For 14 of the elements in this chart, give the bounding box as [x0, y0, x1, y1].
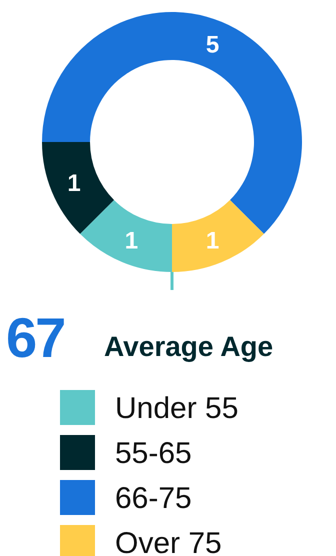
data-label: 1: [124, 228, 138, 255]
legend-label: 55-65: [115, 437, 192, 470]
text: Average Age: [104, 331, 274, 362]
legend-label: 66-75: [115, 482, 192, 515]
data-label: 1: [67, 170, 81, 198]
data-label: 5: [206, 32, 220, 59]
donut-slice: [42, 12, 302, 234]
legend-label: Over 75: [115, 527, 222, 556]
legend-label: Under 55: [115, 392, 238, 425]
donut-slice: [42, 142, 114, 234]
donut-slice: [80, 200, 172, 272]
data-label: 1: [206, 228, 220, 255]
donut-slice: [172, 200, 264, 272]
text: 67: [6, 306, 64, 369]
